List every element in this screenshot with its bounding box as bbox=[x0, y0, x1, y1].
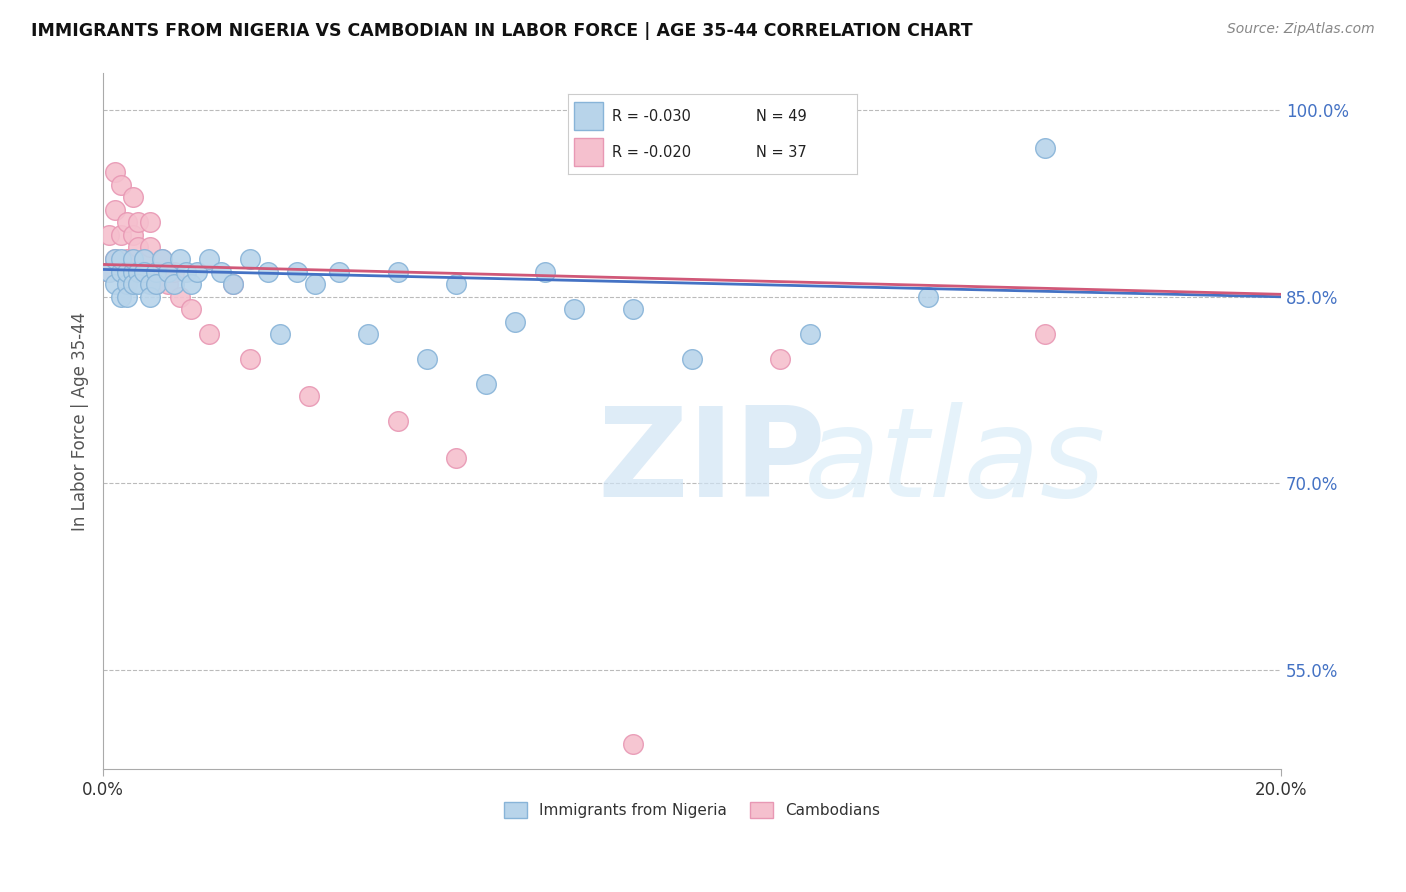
Point bbox=[110, 265, 132, 279]
Point bbox=[127, 215, 149, 229]
Point bbox=[174, 265, 197, 279]
Point bbox=[180, 302, 202, 317]
Text: atlas: atlas bbox=[804, 402, 1107, 524]
Point bbox=[239, 351, 262, 366]
Point bbox=[163, 277, 186, 292]
Point bbox=[115, 215, 138, 229]
Legend: Immigrants from Nigeria, Cambodians: Immigrants from Nigeria, Cambodians bbox=[498, 797, 886, 824]
Point bbox=[150, 252, 173, 267]
Point bbox=[134, 265, 156, 279]
Point bbox=[505, 315, 527, 329]
Text: IMMIGRANTS FROM NIGERIA VS CAMBODIAN IN LABOR FORCE | AGE 35-44 CORRELATION CHAR: IMMIGRANTS FROM NIGERIA VS CAMBODIAN IN … bbox=[31, 22, 973, 40]
Point bbox=[145, 265, 167, 279]
Point bbox=[127, 265, 149, 279]
Point bbox=[357, 327, 380, 342]
Point bbox=[110, 178, 132, 192]
Point bbox=[104, 202, 127, 217]
Point bbox=[304, 277, 326, 292]
Point bbox=[127, 277, 149, 292]
Y-axis label: In Labor Force | Age 35-44: In Labor Force | Age 35-44 bbox=[72, 311, 89, 531]
Point bbox=[169, 252, 191, 267]
Point bbox=[115, 252, 138, 267]
Point bbox=[139, 290, 162, 304]
Point bbox=[121, 190, 143, 204]
Point bbox=[110, 252, 132, 267]
Point bbox=[328, 265, 350, 279]
Point bbox=[121, 265, 143, 279]
Point bbox=[156, 277, 179, 292]
Point bbox=[139, 215, 162, 229]
Point bbox=[110, 290, 132, 304]
Point bbox=[115, 277, 138, 292]
Point bbox=[180, 277, 202, 292]
Point bbox=[269, 327, 291, 342]
Point bbox=[104, 277, 127, 292]
Point bbox=[145, 277, 167, 292]
Point bbox=[127, 265, 149, 279]
Point bbox=[115, 290, 138, 304]
Point bbox=[115, 277, 138, 292]
Point bbox=[562, 302, 585, 317]
Point bbox=[917, 290, 939, 304]
Point bbox=[98, 265, 121, 279]
Point bbox=[1035, 327, 1057, 342]
Point bbox=[121, 227, 143, 242]
Point bbox=[446, 451, 468, 466]
Point bbox=[221, 277, 243, 292]
Point bbox=[145, 265, 167, 279]
Point bbox=[104, 252, 127, 267]
Point bbox=[681, 351, 703, 366]
Point bbox=[104, 165, 127, 179]
Point bbox=[110, 227, 132, 242]
Point bbox=[139, 240, 162, 254]
Point bbox=[799, 327, 821, 342]
Text: ZIP: ZIP bbox=[598, 402, 827, 524]
Point bbox=[416, 351, 439, 366]
Point bbox=[257, 265, 280, 279]
Point bbox=[115, 265, 138, 279]
Point bbox=[298, 389, 321, 403]
Point bbox=[387, 265, 409, 279]
Point bbox=[169, 290, 191, 304]
Point bbox=[533, 265, 555, 279]
Point bbox=[621, 302, 644, 317]
Text: Source: ZipAtlas.com: Source: ZipAtlas.com bbox=[1227, 22, 1375, 37]
Point bbox=[287, 265, 309, 279]
Point bbox=[446, 277, 468, 292]
Point bbox=[621, 738, 644, 752]
Point bbox=[134, 265, 156, 279]
Point bbox=[1035, 140, 1057, 154]
Point bbox=[134, 252, 156, 267]
Point bbox=[163, 265, 186, 279]
Point bbox=[150, 252, 173, 267]
Point bbox=[127, 240, 149, 254]
Point bbox=[121, 252, 143, 267]
Point bbox=[98, 227, 121, 242]
Point bbox=[121, 252, 143, 267]
Point bbox=[156, 265, 179, 279]
Point bbox=[139, 277, 162, 292]
Point bbox=[134, 252, 156, 267]
Point bbox=[121, 277, 143, 292]
Point bbox=[104, 252, 127, 267]
Point bbox=[110, 265, 132, 279]
Point bbox=[387, 414, 409, 428]
Point bbox=[198, 327, 221, 342]
Point bbox=[221, 277, 243, 292]
Point bbox=[239, 252, 262, 267]
Point bbox=[475, 376, 498, 391]
Point bbox=[98, 265, 121, 279]
Point bbox=[769, 351, 792, 366]
Point bbox=[186, 265, 208, 279]
Point bbox=[145, 277, 167, 292]
Point bbox=[198, 252, 221, 267]
Point bbox=[209, 265, 232, 279]
